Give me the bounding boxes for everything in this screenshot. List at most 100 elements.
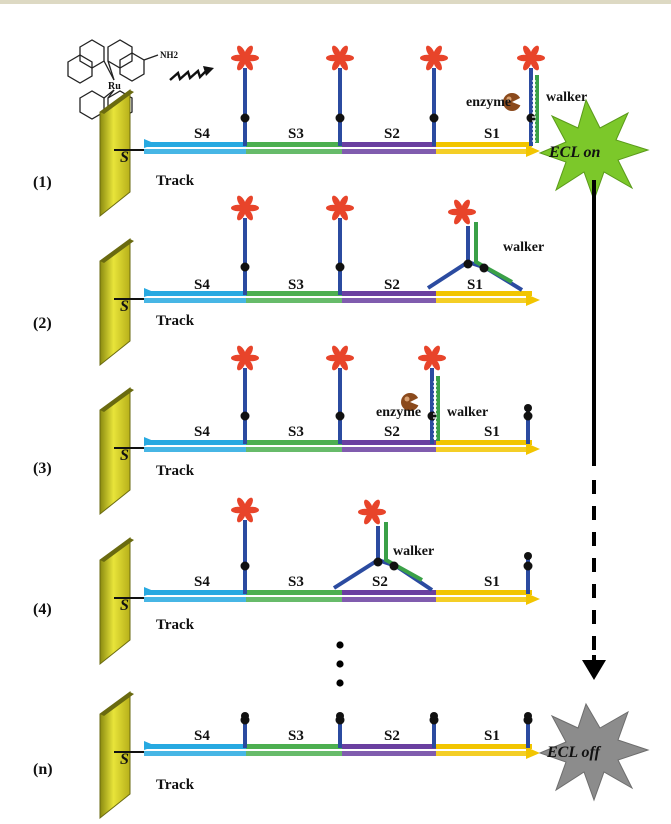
- hinge-dot: [240, 113, 250, 123]
- label-s4-row3: S4: [194, 424, 210, 440]
- track-segment-lower: [342, 298, 436, 303]
- thiol-mark: S: [120, 751, 129, 768]
- track-segment-lower: [246, 597, 342, 602]
- track-arrowhead-right: [526, 294, 540, 306]
- track-segment: [144, 142, 246, 147]
- hinge-dot: [479, 263, 489, 273]
- walker-label-row3: walker: [447, 405, 488, 420]
- label-s3-row3: S3: [288, 424, 304, 440]
- hinge-dot: [427, 411, 437, 421]
- label-s1-row4: S1: [484, 574, 500, 590]
- track-segment: [342, 744, 436, 749]
- track-segment: [436, 142, 532, 147]
- label-s3-rown: S3: [288, 728, 304, 744]
- track-label-rown: Track: [156, 777, 195, 793]
- ru-label-flower-icon: [326, 195, 354, 221]
- ecl-off-burst: [538, 702, 650, 802]
- label-s4-row4: S4: [194, 574, 210, 590]
- ru-label-flower-icon: [231, 195, 259, 221]
- label-s3-row2: S3: [288, 277, 304, 293]
- label-s1-row1: S1: [484, 126, 500, 142]
- enzyme-label-row1: enzyme: [466, 95, 511, 110]
- cleaved-end-dot: [524, 404, 532, 412]
- track-segment-lower: [436, 597, 532, 602]
- track-label-row3: Track: [156, 463, 195, 479]
- hinge-dot: [335, 411, 345, 421]
- walker-label-row2: walker: [503, 240, 544, 255]
- thiol-mark: S: [120, 597, 129, 614]
- track-arrowhead-left: [144, 139, 156, 148]
- track-segment-lower: [436, 447, 532, 452]
- track-segment: [436, 590, 532, 595]
- enzyme-highlight: [506, 96, 512, 102]
- walker-label-row1: walker: [546, 90, 587, 105]
- label-s1-row2: S1: [467, 277, 483, 293]
- label-s3-row4: S3: [288, 574, 304, 590]
- label-s1-row3: S1: [484, 424, 500, 440]
- track-segment-lower: [436, 751, 532, 756]
- label-s2-row3: S2: [384, 424, 400, 440]
- track-segment: [144, 291, 246, 296]
- track-segment: [342, 142, 436, 147]
- enzyme-mouth: [410, 397, 420, 406]
- label-s2-row4: S2: [372, 574, 388, 590]
- hinge-dot: [373, 557, 383, 567]
- track-segment-lower: [342, 149, 436, 154]
- track-segment: [436, 744, 532, 749]
- label-s2-row2: S2: [384, 277, 400, 293]
- track-segment: [144, 744, 246, 749]
- hinge-dot: [523, 561, 533, 571]
- track-segment: [436, 291, 532, 296]
- cleaved-end-dot: [524, 712, 532, 720]
- top-rule: [0, 0, 671, 4]
- walker-strand-row4: [384, 522, 423, 582]
- track-label-row2: Track: [156, 313, 195, 329]
- track-segment-lower: [144, 149, 246, 154]
- hinge-dot: [429, 113, 439, 123]
- step-label-1: (1): [33, 174, 52, 191]
- hinge-dot: [240, 411, 250, 421]
- nh2-label: NH2: [160, 50, 179, 60]
- hinge-dot: [463, 259, 473, 269]
- track-segment: [342, 291, 436, 296]
- gold-electrode: [99, 691, 131, 820]
- track-segment-lower: [246, 149, 342, 154]
- cleaved-end-dot: [241, 712, 249, 720]
- thiol-mark: S: [120, 149, 129, 166]
- track-segment: [144, 590, 246, 595]
- ecl-off-label: ECL off: [546, 744, 602, 761]
- ru-label-flower-icon: [420, 45, 448, 71]
- ecl-on-label: ECL on: [548, 144, 601, 161]
- gold-electrode: [99, 537, 131, 666]
- ellipsis-dots: [336, 641, 344, 687]
- cleaved-end-dot: [524, 552, 532, 560]
- track-label-row4: Track: [156, 617, 195, 633]
- electrode-edge: [100, 692, 134, 716]
- enzyme-label-row3: enzyme: [376, 405, 421, 420]
- electrode-edge: [100, 388, 134, 412]
- ru-label-flower-icon: [517, 45, 545, 71]
- lightning-arrow-icon: [169, 66, 214, 82]
- track-arrowhead-right: [526, 145, 540, 157]
- ru-label-flower-icon: [326, 45, 354, 71]
- ru-label-flower-icon: [231, 497, 259, 523]
- label-s4-row2: S4: [194, 277, 210, 293]
- ru-label-flower-icon: [231, 345, 259, 371]
- ru-label-flower-icon: [448, 199, 476, 225]
- track-segment: [246, 142, 342, 147]
- track-segment: [342, 440, 436, 445]
- cleaved-end-dot: [430, 712, 438, 720]
- track-segment-lower: [342, 751, 436, 756]
- label-s4-row1: S4: [194, 126, 210, 142]
- thiol-mark: S: [120, 447, 129, 464]
- label-s4-rown: S4: [194, 728, 210, 744]
- step-label-3: (3): [33, 460, 52, 477]
- track-segment-lower: [342, 447, 436, 452]
- label-s1-rown: S1: [484, 728, 500, 744]
- track-segment: [436, 440, 532, 445]
- hinge-dot: [335, 262, 345, 272]
- walker-strand-row2: [474, 222, 513, 284]
- track-segment-lower: [144, 751, 246, 756]
- electrode-edge: [100, 239, 134, 263]
